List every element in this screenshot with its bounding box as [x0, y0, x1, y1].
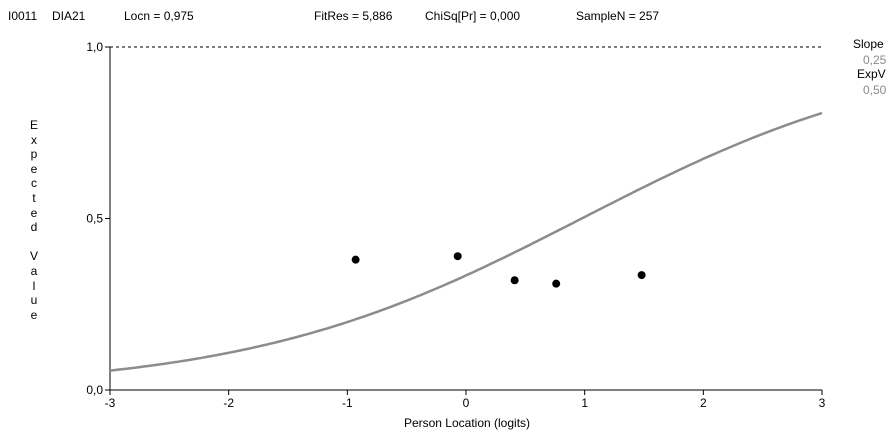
slope-value: 0,25 — [863, 53, 887, 67]
x-tick-label: 0 — [463, 396, 470, 410]
x-tick-label: -2 — [223, 396, 234, 410]
expv-label: ExpV — [857, 67, 886, 81]
fitres-stat: FitRes = 5,886 — [314, 9, 393, 23]
observed-point — [510, 276, 519, 285]
observed-point — [351, 255, 360, 264]
expv-value: 0,50 — [863, 83, 887, 97]
chisq-stat: ChiSq[Pr] = 0,000 — [425, 9, 521, 23]
y-tick-label: 1,0 — [86, 40, 103, 54]
item-id: I0011 — [8, 9, 38, 23]
observed-point — [453, 252, 462, 261]
observed-point — [637, 271, 646, 280]
samplen-stat: SampleN = 257 — [576, 9, 660, 23]
observed-point — [552, 279, 561, 288]
x-tick-label: -1 — [342, 396, 353, 410]
x-axis-label: Person Location (logits) — [403, 416, 531, 430]
y-tick-label: 0,0 — [86, 383, 103, 397]
x-tick-label: 3 — [819, 396, 826, 410]
slope-label: Slope — [853, 37, 884, 51]
expected-value-curve — [109, 111, 823, 372]
y-axis-label: E x p e c t e d V a l u e — [29, 118, 38, 322]
x-tick-label: 2 — [700, 396, 707, 410]
item-label: DIA21 — [52, 9, 86, 23]
y-tick-label: 0,5 — [86, 212, 103, 226]
x-tick-label: -3 — [105, 396, 116, 410]
x-tick-label: 1 — [581, 396, 588, 410]
locn-stat: Locn = 0,975 — [124, 9, 194, 23]
